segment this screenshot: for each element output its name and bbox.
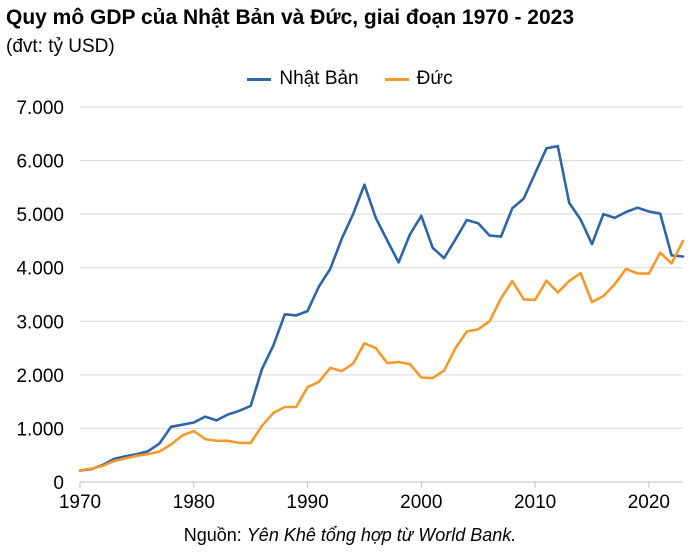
y-tick-label-5: 5.000 xyxy=(16,205,64,226)
chart-source: Nguồn: Yên Khê tổng hợp từ World Bank. xyxy=(0,525,700,546)
y-tick-label-1: 1.000 xyxy=(16,419,64,440)
legend-item-germany: Đức xyxy=(384,68,453,90)
x-tick-label-2: 1990 xyxy=(286,492,328,513)
y-tick-label-2: 2.000 xyxy=(16,366,64,387)
chart-subtitle: (đvt: tỷ USD) xyxy=(6,36,115,57)
chart-title: Quy mô GDP của Nhật Bản và Đức, giai đoạ… xyxy=(6,6,575,29)
y-tick-label-3: 3.000 xyxy=(16,312,64,333)
legend-label-germany: Đức xyxy=(416,68,453,89)
y-tick-label-6: 6.000 xyxy=(16,152,64,173)
source-prefix: Nguồn: xyxy=(183,525,247,545)
source-text: Yên Khê tổng hợp từ World Bank. xyxy=(246,525,517,545)
legend-item-japan: Nhật Bản xyxy=(247,68,359,90)
x-tick-label-1: 1980 xyxy=(173,492,215,513)
y-tick-label-0: 0 xyxy=(53,473,64,494)
series-line-japan xyxy=(78,144,685,472)
y-tick-label-7: 7.000 xyxy=(16,98,64,119)
y-tick-label-4: 4.000 xyxy=(16,259,64,280)
legend-label-japan: Nhật Bản xyxy=(279,68,359,89)
legend: Nhật Bản Đức xyxy=(0,68,700,90)
legend-swatch-germany xyxy=(384,77,409,81)
x-tick-label-3: 2000 xyxy=(400,492,442,513)
series-line-germany xyxy=(78,239,685,472)
x-tick-label-0: 1970 xyxy=(59,492,101,513)
x-tick-label-5: 2020 xyxy=(628,492,670,513)
legend-swatch-japan xyxy=(247,77,272,81)
x-tick-label-4: 2010 xyxy=(514,492,556,513)
